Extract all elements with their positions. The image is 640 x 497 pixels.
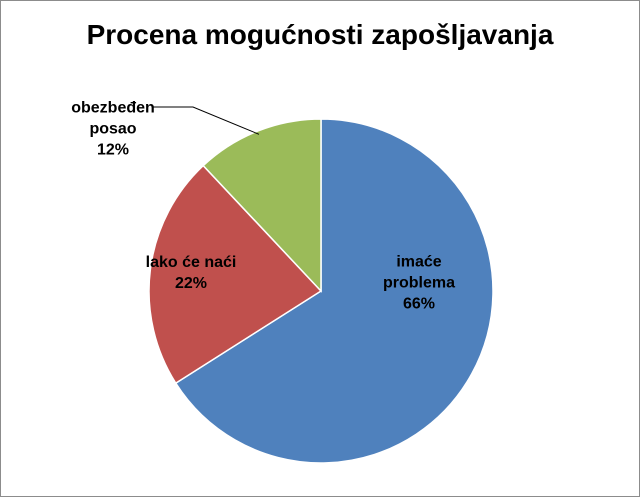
slice-label: imaće problema 66% xyxy=(364,252,474,315)
value-label: 12% xyxy=(96,141,130,159)
category-label: obezbeđen posao xyxy=(71,99,155,138)
slice-label: lako će naći 22% xyxy=(131,252,251,294)
pie-slice xyxy=(148,164,323,385)
value-label: 66% xyxy=(402,295,436,313)
value-label: 22% xyxy=(174,275,208,292)
chart-title: Procena mogućnosti zapošljavanja xyxy=(86,19,554,50)
pie-slice xyxy=(174,118,494,464)
leader-line xyxy=(153,106,260,135)
category-label: lako će naći xyxy=(145,254,237,271)
slice-label: obezbeđen posao 12% xyxy=(58,98,168,161)
pie-slice xyxy=(202,118,322,293)
category-label: imaće problema xyxy=(382,253,455,292)
